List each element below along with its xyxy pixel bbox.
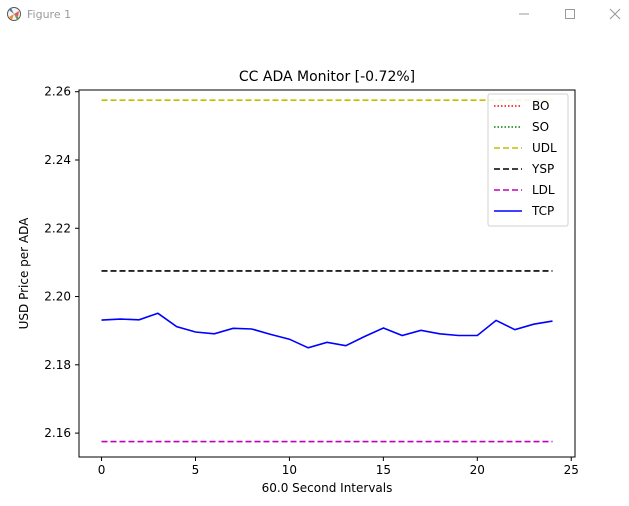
close-icon xyxy=(609,8,621,20)
matplotlib-figure-icon xyxy=(6,6,22,22)
y-tick-label: 2.26 xyxy=(44,85,71,99)
x-tick-label: 5 xyxy=(192,463,200,477)
maximize-button[interactable] xyxy=(547,0,593,30)
legend-label-so: SO xyxy=(532,120,549,134)
x-tick-label: 0 xyxy=(98,463,106,477)
x-tick-label: 20 xyxy=(470,463,485,477)
window-title: Figure 1 xyxy=(27,8,72,21)
axes-frame xyxy=(78,89,576,458)
window-titlebar: Figure 1 xyxy=(0,0,629,30)
y-tick-label: 2.18 xyxy=(44,358,71,372)
legend-label-tcp: TCP xyxy=(531,204,554,218)
close-button[interactable] xyxy=(592,0,629,30)
legend-label-udl: UDL xyxy=(532,141,557,155)
y-tick-label: 2.24 xyxy=(44,153,71,167)
y-tick-label: 2.20 xyxy=(44,290,71,304)
legend-box xyxy=(487,93,569,227)
x-tick-label: 25 xyxy=(564,463,579,477)
y-tick-label: 2.22 xyxy=(44,221,71,235)
minimize-icon xyxy=(519,13,529,15)
y-axis-label: USD Price per ADA xyxy=(17,217,31,330)
legend: BO SO UDL YSP LDL TCP xyxy=(487,93,569,227)
y-tick-label: 2.16 xyxy=(44,426,71,440)
maximize-icon xyxy=(565,9,575,19)
chart-title: CC ADA Monitor [-0.72%] xyxy=(239,69,415,85)
minimize-button[interactable] xyxy=(501,0,547,30)
x-tick-label: 15 xyxy=(376,463,391,477)
series-line-tcp xyxy=(101,312,553,349)
chart-canvas: 0 5 10 15 20 25 2.16 2.18 2.20 2.22 2.24 2.26 CC A… xyxy=(17,69,579,495)
x-axis-label: 60.0 Second Intervals xyxy=(262,481,393,495)
legend-label-ldl: LDL xyxy=(532,183,555,197)
legend-label-ysp: YSP xyxy=(531,162,554,176)
x-tick-label: 10 xyxy=(282,463,297,477)
legend-label-bo: BO xyxy=(532,99,549,113)
